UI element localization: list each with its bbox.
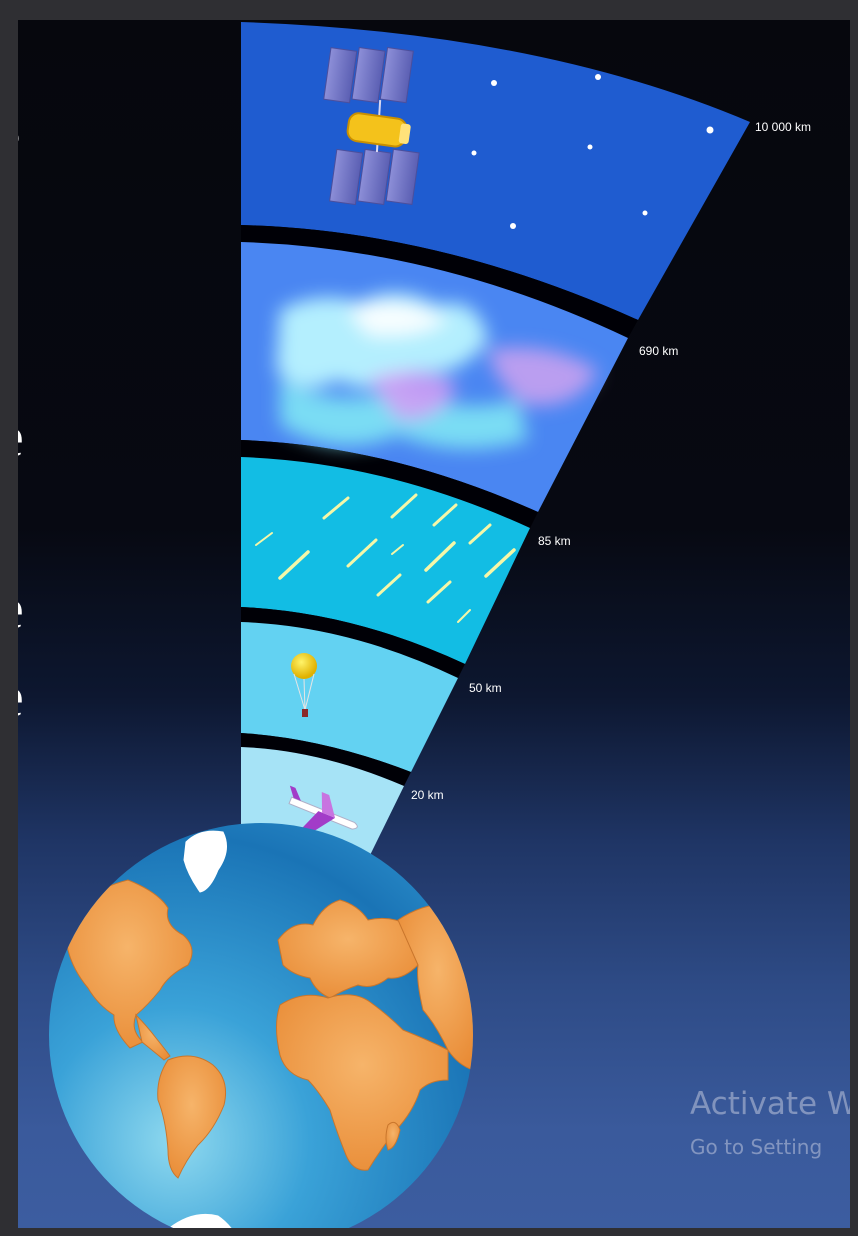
meteor-icon: [255, 493, 516, 623]
atmosphere-layers-diagram: 10 000 km 690 km 85 km 50 km 20 km: [49, 22, 811, 1228]
altitude-label: 10 000 km: [755, 120, 811, 134]
altitude-label: 690 km: [639, 344, 678, 358]
side-letter: e: [18, 408, 24, 466]
altitude-label: 50 km: [469, 681, 502, 695]
side-letter: s: [18, 98, 21, 156]
aurora-icon: [276, 292, 598, 449]
altitude-label: 85 km: [538, 534, 571, 548]
altitude-label: 20 km: [411, 788, 444, 802]
weather-balloon-icon: [291, 653, 317, 717]
satellite-icon: [323, 46, 420, 206]
slide-canvas: s e e e: [18, 20, 850, 1228]
side-letter: e: [18, 668, 24, 726]
activate-windows-subtitle: Go to Setting: [690, 1135, 823, 1159]
activate-windows-watermark: Activate W: [690, 1086, 850, 1122]
mesosphere-layer: [241, 457, 530, 664]
stars-icon: [471, 74, 714, 229]
side-letter: e: [18, 580, 24, 638]
earth-globe-icon: [49, 823, 473, 1228]
